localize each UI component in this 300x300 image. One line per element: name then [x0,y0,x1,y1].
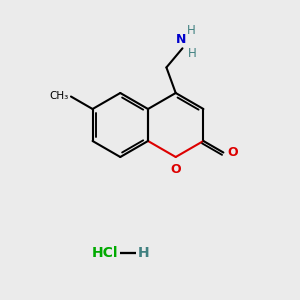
Text: HCl: HCl [92,246,118,260]
Text: N: N [176,33,187,46]
Text: CH₃: CH₃ [50,91,69,100]
Text: H: H [188,47,196,60]
Text: H: H [187,24,195,37]
Text: O: O [170,163,181,176]
Text: H: H [138,246,150,260]
Text: O: O [227,146,238,159]
